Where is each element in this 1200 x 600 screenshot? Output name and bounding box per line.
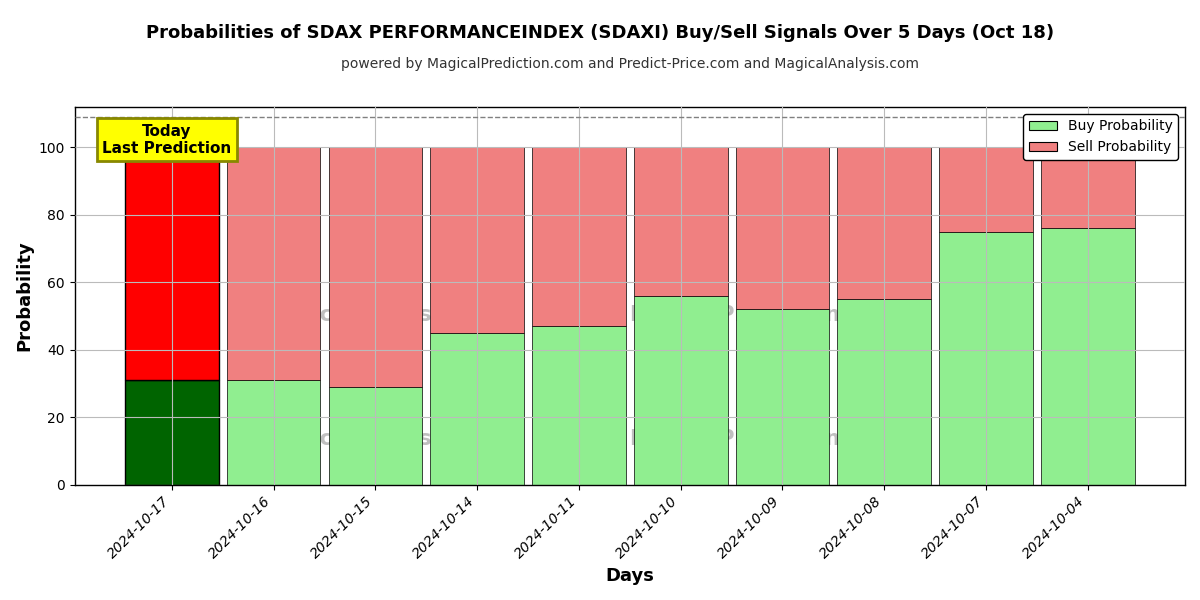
Bar <box>532 148 625 326</box>
Text: MagicalPrediction.com: MagicalPrediction.com <box>630 305 896 325</box>
Bar <box>329 387 422 485</box>
Bar <box>1040 228 1134 485</box>
Bar <box>736 148 829 309</box>
Text: MagicalPrediction.com: MagicalPrediction.com <box>630 429 896 449</box>
Bar <box>634 296 727 485</box>
Bar <box>227 380 320 485</box>
Bar <box>125 148 218 380</box>
Text: Probabilities of SDAX PERFORMANCEINDEX (SDAXI) Buy/Sell Signals Over 5 Days (Oct: Probabilities of SDAX PERFORMANCEINDEX (… <box>146 24 1054 42</box>
Bar <box>838 148 931 299</box>
Bar <box>634 148 727 296</box>
Bar <box>431 333 524 485</box>
Text: MagicalAnalysis.com: MagicalAnalysis.com <box>263 429 508 449</box>
X-axis label: Days: Days <box>605 567 654 585</box>
Y-axis label: Probability: Probability <box>16 241 34 351</box>
Title: powered by MagicalPrediction.com and Predict-Price.com and MagicalAnalysis.com: powered by MagicalPrediction.com and Pre… <box>341 57 919 71</box>
Bar <box>329 148 422 387</box>
Bar <box>532 326 625 485</box>
Bar <box>431 148 524 333</box>
Text: MagicalAnalysis.com: MagicalAnalysis.com <box>263 305 508 325</box>
Bar <box>125 380 218 485</box>
Bar <box>227 148 320 380</box>
Bar <box>736 309 829 485</box>
Text: Today
Last Prediction: Today Last Prediction <box>102 124 232 156</box>
Bar <box>1040 148 1134 228</box>
Legend: Buy Probability, Sell Probability: Buy Probability, Sell Probability <box>1024 114 1178 160</box>
Bar <box>838 299 931 485</box>
Bar <box>940 148 1033 232</box>
Bar <box>940 232 1033 485</box>
